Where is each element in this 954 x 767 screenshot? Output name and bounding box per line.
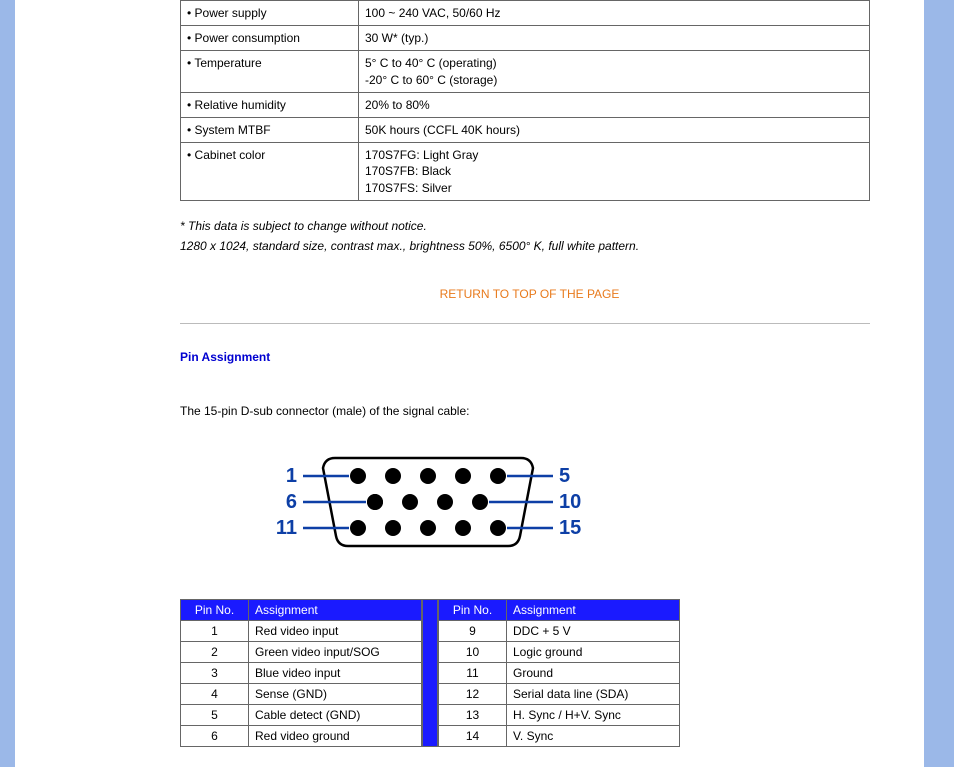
pin-assignment: Serial data line (SDA) — [507, 683, 680, 704]
pin-header-assign-left: Assignment — [249, 599, 422, 620]
pin-8-dot — [437, 494, 453, 510]
pin-assignment: Green video input/SOG — [249, 641, 422, 662]
pin-11-dot — [350, 520, 366, 536]
spec-label: • System MTBF — [181, 117, 359, 142]
pin-assignment: Red video input — [249, 620, 422, 641]
spec-value: 5° C to 40° C (operating)-20° C to 60° C… — [359, 51, 870, 92]
connector-description: The 15-pin D-sub connector (male) of the… — [180, 404, 879, 418]
pin-number: 6 — [181, 725, 249, 746]
pin-13-dot — [420, 520, 436, 536]
pin-number: 4 — [181, 683, 249, 704]
pin-number: 2 — [181, 641, 249, 662]
pin-3-dot — [420, 468, 436, 484]
pin-2-dot — [385, 468, 401, 484]
left-white-gap — [15, 0, 170, 767]
spec-label: • Cabinet color — [181, 143, 359, 201]
pin-header-assign-right: Assignment — [507, 599, 680, 620]
pin-15-dot — [490, 520, 506, 536]
separator-line — [180, 323, 870, 324]
label-pin-10: 10 — [559, 491, 581, 513]
pin-row: 13H. Sync / H+V. Sync — [439, 704, 680, 725]
spec-row: • System MTBF50K hours (CCFL 40K hours) — [181, 117, 870, 142]
pin-row: 4Sense (GND) — [181, 683, 422, 704]
pin-row: 12Serial data line (SDA) — [439, 683, 680, 704]
spec-row: • Power supply100 ~ 240 VAC, 50/60 Hz — [181, 1, 870, 26]
connector-diagram: 1 6 11 5 10 15 — [250, 446, 605, 559]
dsub-connector-svg: 1 6 11 5 10 15 — [273, 446, 583, 556]
page-root: • Power supply100 ~ 240 VAC, 50/60 Hz• P… — [0, 0, 954, 767]
pin-assignment: H. Sync / H+V. Sync — [507, 704, 680, 725]
pin-assignment: DDC + 5 V — [507, 620, 680, 641]
pin-number: 10 — [439, 641, 507, 662]
pin-row: 5Cable detect (GND) — [181, 704, 422, 725]
pin-assignment: Ground — [507, 662, 680, 683]
spec-label: • Power supply — [181, 1, 359, 26]
pin-12-dot — [385, 520, 401, 536]
section-title-pin-assignment: Pin Assignment — [180, 350, 879, 364]
left-blue-bar — [0, 0, 15, 767]
label-pin-6: 6 — [285, 491, 296, 513]
spec-row: • Relative humidity20% to 80% — [181, 92, 870, 117]
return-link-wrap: RETURN TO TOP OF THE PAGE — [180, 287, 879, 301]
pin-table-left: Pin No. Assignment 1Red video input2Gree… — [180, 599, 422, 747]
pin-assignment: Sense (GND) — [249, 683, 422, 704]
pin-row: 9DDC + 5 V — [439, 620, 680, 641]
pin-number: 1 — [181, 620, 249, 641]
pin-5-dot — [490, 468, 506, 484]
pin-assignment: Blue video input — [249, 662, 422, 683]
spec-row: • Cabinet color170S7FG: Light Gray170S7F… — [181, 143, 870, 201]
pin-row: 11Ground — [439, 662, 680, 683]
spec-row: • Power consumption30 W* (typ.) — [181, 26, 870, 51]
pin-assignment: Cable detect (GND) — [249, 704, 422, 725]
label-pin-5: 5 — [559, 465, 570, 487]
pin-9-dot — [472, 494, 488, 510]
spec-label: • Power consumption — [181, 26, 359, 51]
pin-row: 14V. Sync — [439, 725, 680, 746]
pin-1-dot — [350, 468, 366, 484]
pin-row: 1Red video input — [181, 620, 422, 641]
pin-tables: Pin No. Assignment 1Red video input2Gree… — [180, 599, 879, 747]
pin-row: 6Red video ground — [181, 725, 422, 746]
main-content: • Power supply100 ~ 240 VAC, 50/60 Hz• P… — [170, 0, 889, 767]
return-to-top-link[interactable]: RETURN TO TOP OF THE PAGE — [440, 287, 620, 301]
pin-number: 3 — [181, 662, 249, 683]
pin-number: 12 — [439, 683, 507, 704]
pin-row: 3Blue video input — [181, 662, 422, 683]
right-white-gap — [889, 0, 924, 767]
spec-value: 170S7FG: Light Gray170S7FB: Black170S7FS… — [359, 143, 870, 201]
pin-7-dot — [402, 494, 418, 510]
pin-number: 11 — [439, 662, 507, 683]
pin-number: 14 — [439, 725, 507, 746]
spec-value: 100 ~ 240 VAC, 50/60 Hz — [359, 1, 870, 26]
footnote-1: * This data is subject to change without… — [180, 219, 879, 233]
spec-value: 50K hours (CCFL 40K hours) — [359, 117, 870, 142]
pin-header-no-left: Pin No. — [181, 599, 249, 620]
pin-row: 2Green video input/SOG — [181, 641, 422, 662]
pin-4-dot — [455, 468, 471, 484]
spec-label: • Relative humidity — [181, 92, 359, 117]
pin-14-dot — [455, 520, 471, 536]
spec-value: 30 W* (typ.) — [359, 26, 870, 51]
pin-header-no-right: Pin No. — [439, 599, 507, 620]
pin-number: 9 — [439, 620, 507, 641]
pin-number: 13 — [439, 704, 507, 725]
pin-number: 5 — [181, 704, 249, 725]
pin-table-divider — [422, 599, 438, 747]
label-pin-1: 1 — [285, 465, 296, 487]
right-blue-bar — [924, 0, 954, 767]
label-pin-11: 11 — [275, 517, 296, 539]
spec-table: • Power supply100 ~ 240 VAC, 50/60 Hz• P… — [180, 0, 870, 201]
spec-label: • Temperature — [181, 51, 359, 92]
pin-assignment: Logic ground — [507, 641, 680, 662]
footnote-2: 1280 x 1024, standard size, contrast max… — [180, 239, 879, 253]
spec-row: • Temperature5° C to 40° C (operating)-2… — [181, 51, 870, 92]
label-pin-15: 15 — [559, 517, 581, 539]
spec-value: 20% to 80% — [359, 92, 870, 117]
pin-assignment: Red video ground — [249, 725, 422, 746]
pin-row: 10Logic ground — [439, 641, 680, 662]
pin-assignment: V. Sync — [507, 725, 680, 746]
pin-table-right: Pin No. Assignment 9DDC + 5 V10Logic gro… — [438, 599, 680, 747]
